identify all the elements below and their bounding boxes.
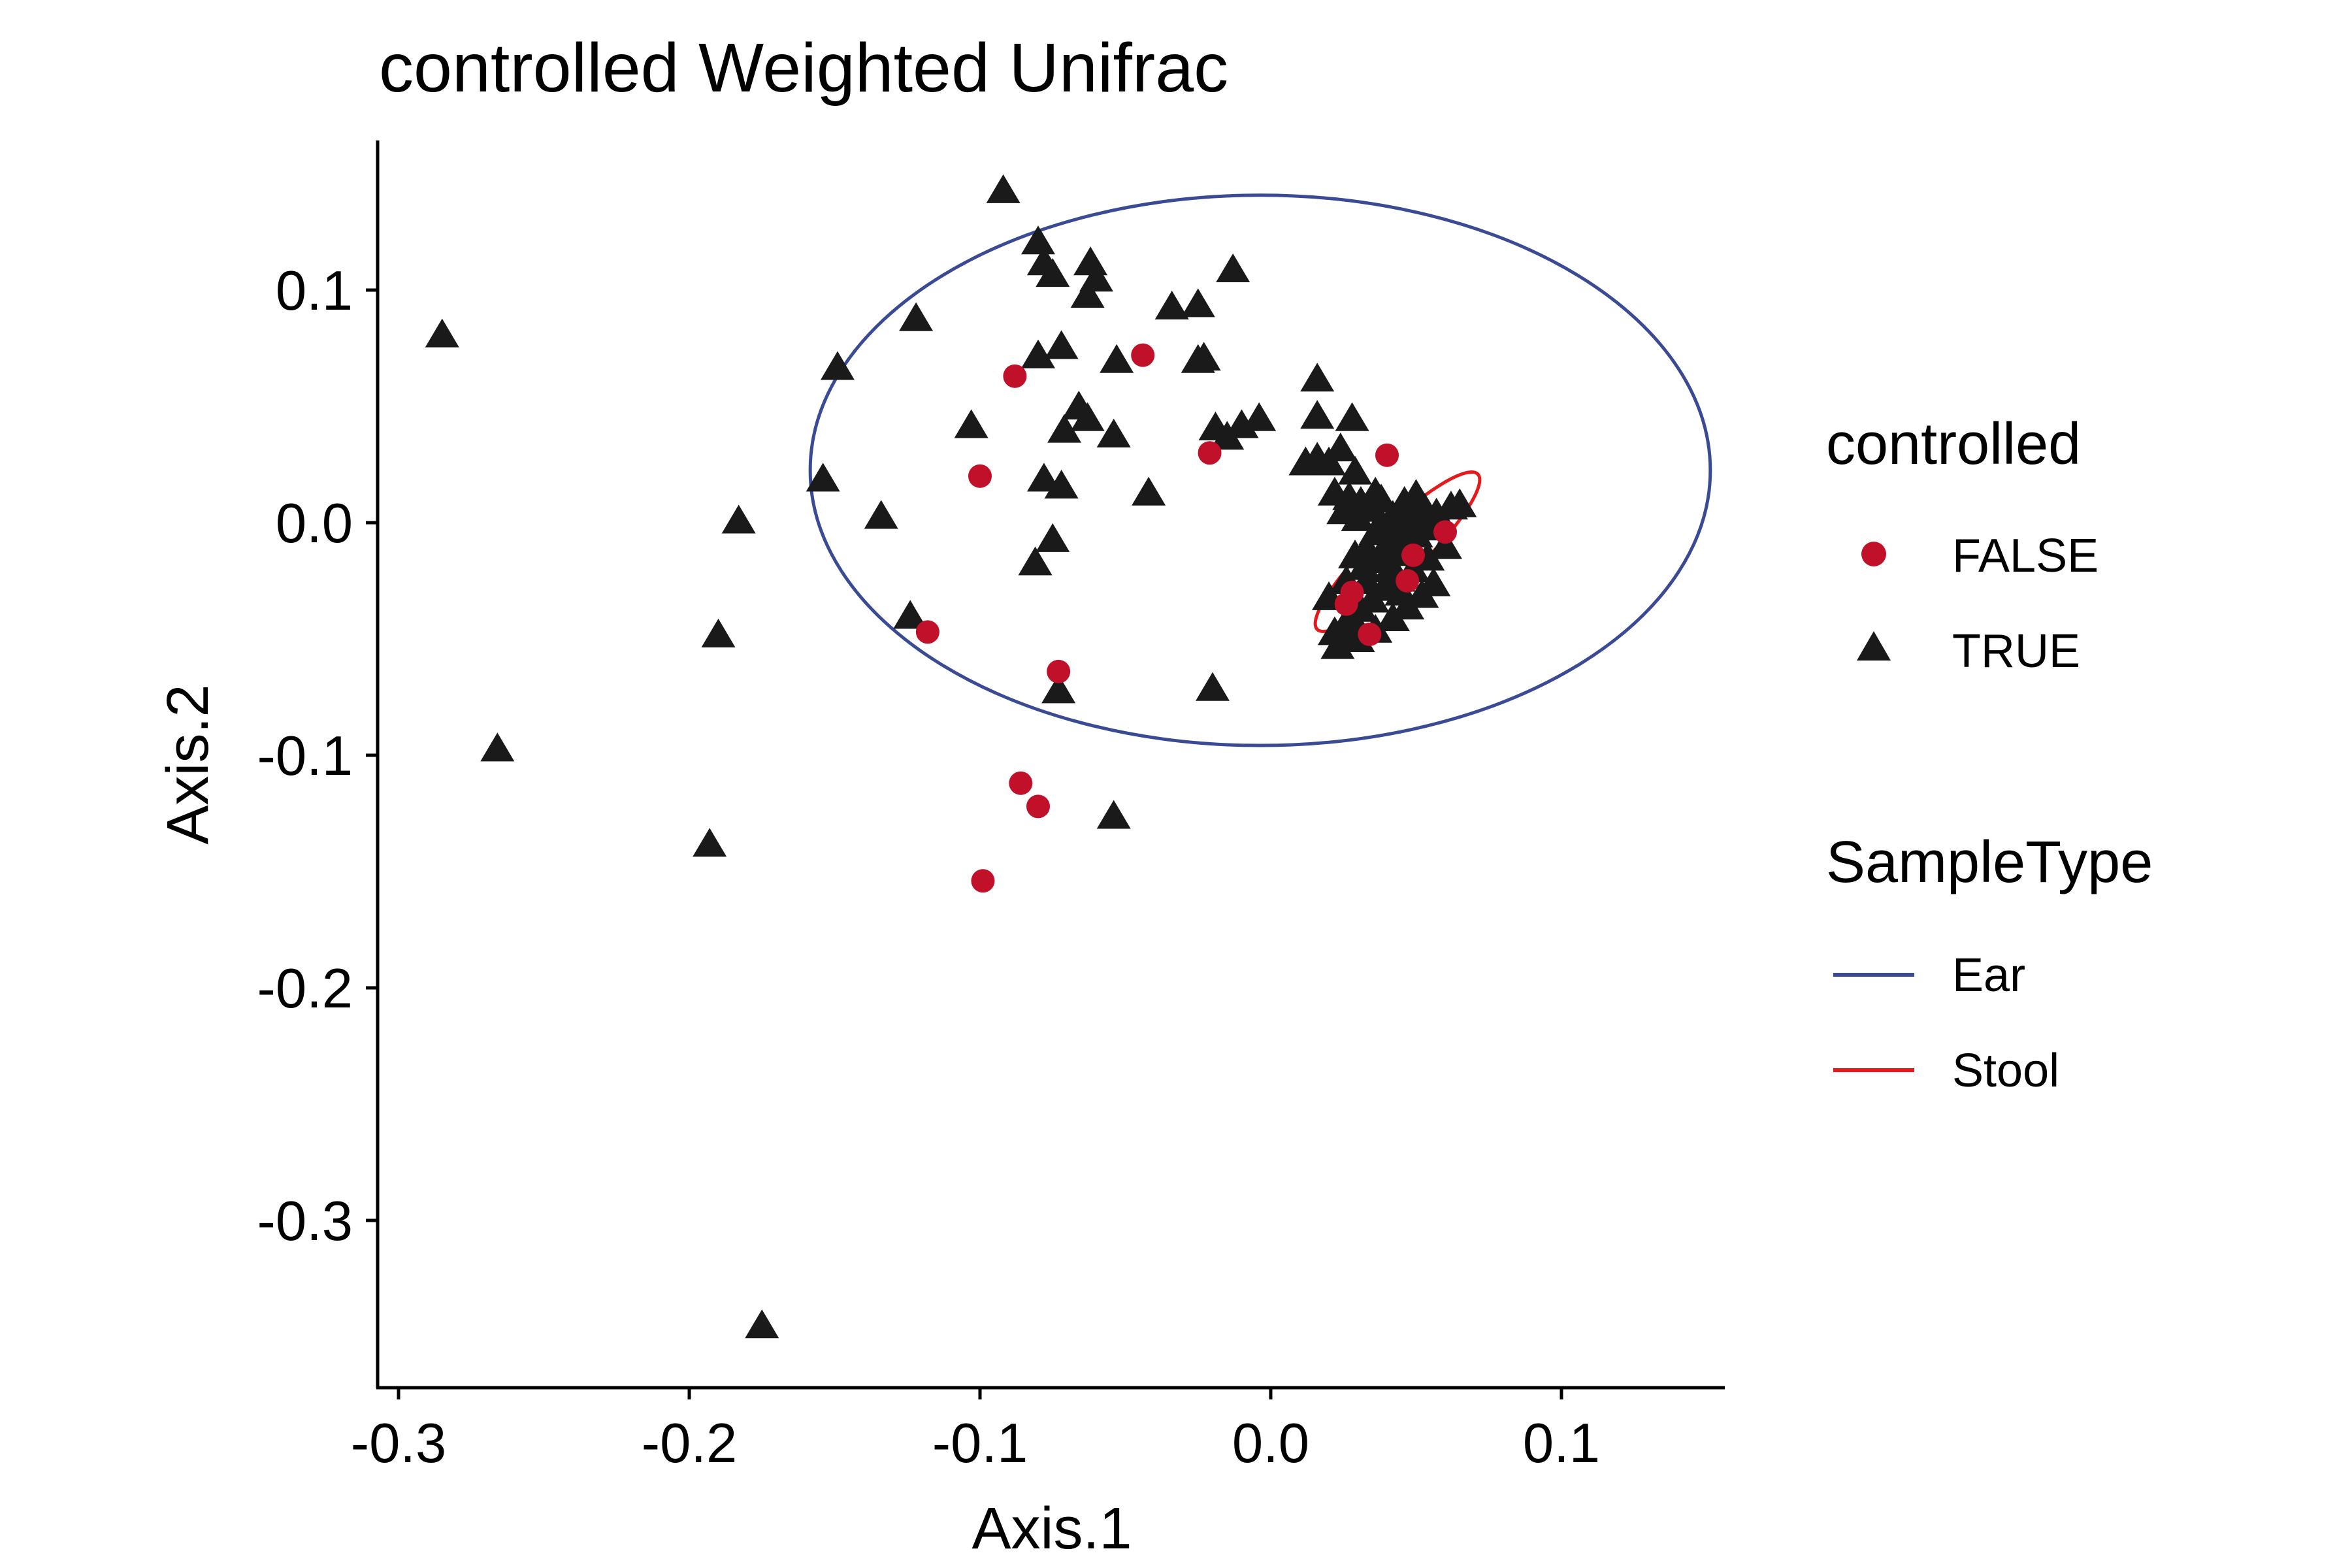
point-true — [1021, 339, 1055, 368]
legend-label-true: TRUE — [1952, 625, 2080, 678]
point-true — [1419, 497, 1454, 527]
point-false — [1026, 794, 1050, 819]
point-true — [1320, 630, 1355, 659]
y-tick-label: -0.2 — [257, 958, 353, 1020]
x-tick-label: -0.3 — [351, 1413, 446, 1475]
point-true — [1216, 253, 1250, 282]
point-true — [1132, 476, 1166, 506]
point-true — [1041, 674, 1076, 704]
point-true — [1196, 672, 1230, 701]
x-axis-title: Axis.1 — [972, 1496, 1132, 1561]
legend-sampletype: SampleType Ear Stool — [1826, 830, 2153, 1097]
point-true — [1242, 402, 1277, 431]
point-true — [1026, 463, 1061, 492]
point-true — [1317, 616, 1352, 645]
point-true — [1154, 290, 1189, 319]
x-tick-layer: -0.3 -0.2 -0.1 0.0 0.1 — [351, 1388, 1600, 1475]
y-tick-label: -0.1 — [257, 725, 353, 787]
point-true — [1384, 576, 1419, 606]
point-true — [806, 463, 840, 492]
chart-title: controlled Weighted Unifrac — [379, 29, 1228, 106]
point-true — [1070, 402, 1105, 431]
point-true — [1364, 507, 1399, 536]
point-true — [1300, 363, 1335, 392]
point-true — [1096, 418, 1131, 448]
point-false — [1334, 592, 1358, 616]
y-tick-label: 0.0 — [276, 493, 353, 555]
point-false — [971, 869, 995, 893]
point-true — [1096, 800, 1131, 829]
x-tick-label: -0.2 — [642, 1413, 737, 1475]
point-true — [1181, 288, 1215, 318]
point-false — [915, 620, 939, 644]
point-true — [820, 351, 855, 380]
points-layer — [425, 174, 1477, 1339]
point-true — [1181, 344, 1215, 373]
point-false — [1198, 441, 1222, 465]
legend-title-controlled: controlled — [1826, 412, 2081, 477]
point-false — [1433, 520, 1457, 544]
point-false — [1375, 443, 1399, 467]
point-true — [1393, 500, 1428, 529]
y-axis-title: Axis.2 — [155, 684, 221, 844]
point-true — [954, 409, 988, 438]
point-true — [1443, 488, 1477, 517]
point-false — [1131, 343, 1155, 367]
point-true — [1323, 433, 1358, 462]
point-true — [701, 618, 736, 647]
point-true — [693, 828, 727, 857]
point-false — [968, 464, 992, 488]
point-true — [1300, 400, 1335, 429]
y-tick-label: 0.1 — [276, 260, 353, 322]
point-true — [1416, 567, 1451, 596]
y-tick-layer: 0.1 0.0 -0.1 -0.2 -0.3 — [257, 260, 378, 1252]
legend-label-stool: Stool — [1952, 1045, 2059, 1097]
point-true — [480, 732, 515, 762]
y-tick-label: -0.3 — [257, 1190, 353, 1252]
point-true — [1100, 344, 1134, 373]
point-true — [1021, 225, 1055, 255]
legend-key-false — [1861, 542, 1886, 566]
ellipse-ear — [808, 193, 1712, 747]
point-true — [1044, 330, 1079, 359]
point-true — [1335, 402, 1369, 431]
point-true — [1073, 246, 1108, 276]
x-tick-label: -0.1 — [932, 1413, 1028, 1475]
point-false — [1396, 569, 1420, 593]
point-false — [1358, 622, 1382, 646]
point-true — [1047, 414, 1082, 443]
point-true — [1018, 546, 1053, 576]
point-true — [1036, 258, 1070, 287]
point-true — [864, 500, 898, 529]
point-false — [1003, 364, 1027, 388]
point-true — [1036, 523, 1070, 552]
point-true — [721, 504, 756, 534]
point-true — [1364, 483, 1399, 513]
x-tick-label: 0.0 — [1232, 1413, 1309, 1475]
legend-label-false: FALSE — [1952, 530, 2099, 582]
point-true — [1338, 455, 1373, 485]
point-true — [1428, 530, 1462, 559]
point-true — [893, 600, 928, 629]
ellipse-layer — [808, 193, 1712, 747]
legend-key-true — [1857, 631, 1891, 661]
point-false — [1047, 659, 1071, 683]
point-true — [425, 318, 459, 348]
point-false — [1009, 771, 1033, 795]
legend-controlled: controlled FALSE TRUE — [1826, 412, 2099, 678]
point-true — [745, 1309, 779, 1339]
point-false — [1401, 543, 1426, 567]
x-tick-label: 0.1 — [1523, 1413, 1600, 1475]
point-true — [1070, 279, 1105, 308]
point-true — [1044, 470, 1079, 499]
legend-label-ear: Ear — [1952, 949, 2025, 1002]
point-true — [899, 302, 934, 331]
point-true — [986, 174, 1021, 203]
legend-title-sampletype: SampleType — [1826, 830, 2153, 895]
